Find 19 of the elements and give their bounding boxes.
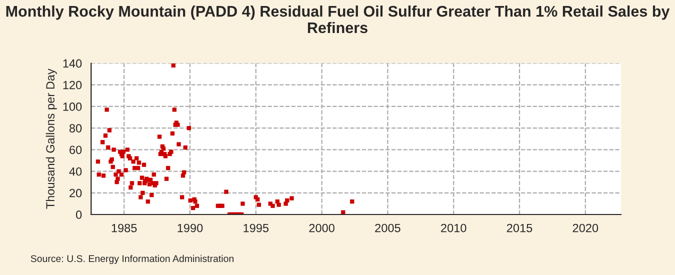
y-tick-label: 40 [69,167,82,176]
y-tick-label: 120 [63,80,82,90]
x-tick-label: 1990 [178,224,203,232]
chart-title: Monthly Rocky Mountain (PADD 4) Residual Fuel Oil Sulfur Greater Than 1% Retail Sales by Refiners [6,6,670,34]
source-note: Source: U.S. Energy Information Administration [30,254,234,264]
x-tick-label: 2005 [375,224,400,232]
x-tick-label: 1985 [112,224,137,232]
x-tick-label: 2010 [441,224,466,232]
x-tick-label: 1995 [244,224,269,232]
y-tick-label: 80 [69,124,82,132]
y-tick-label: 20 [70,188,82,198]
y-tick-label: 140 [63,59,82,68]
y-tick-label: 100 [63,102,82,111]
y-tick-label: 60 [70,146,82,154]
x-tick-label: 2000 [309,224,334,232]
x-tick-label: 2020 [572,224,598,232]
y-axis-title: Thousand Gallons per Day [46,68,57,209]
x-tick-label: 2015 [506,224,532,232]
y-tick-label: 0 [76,210,82,219]
